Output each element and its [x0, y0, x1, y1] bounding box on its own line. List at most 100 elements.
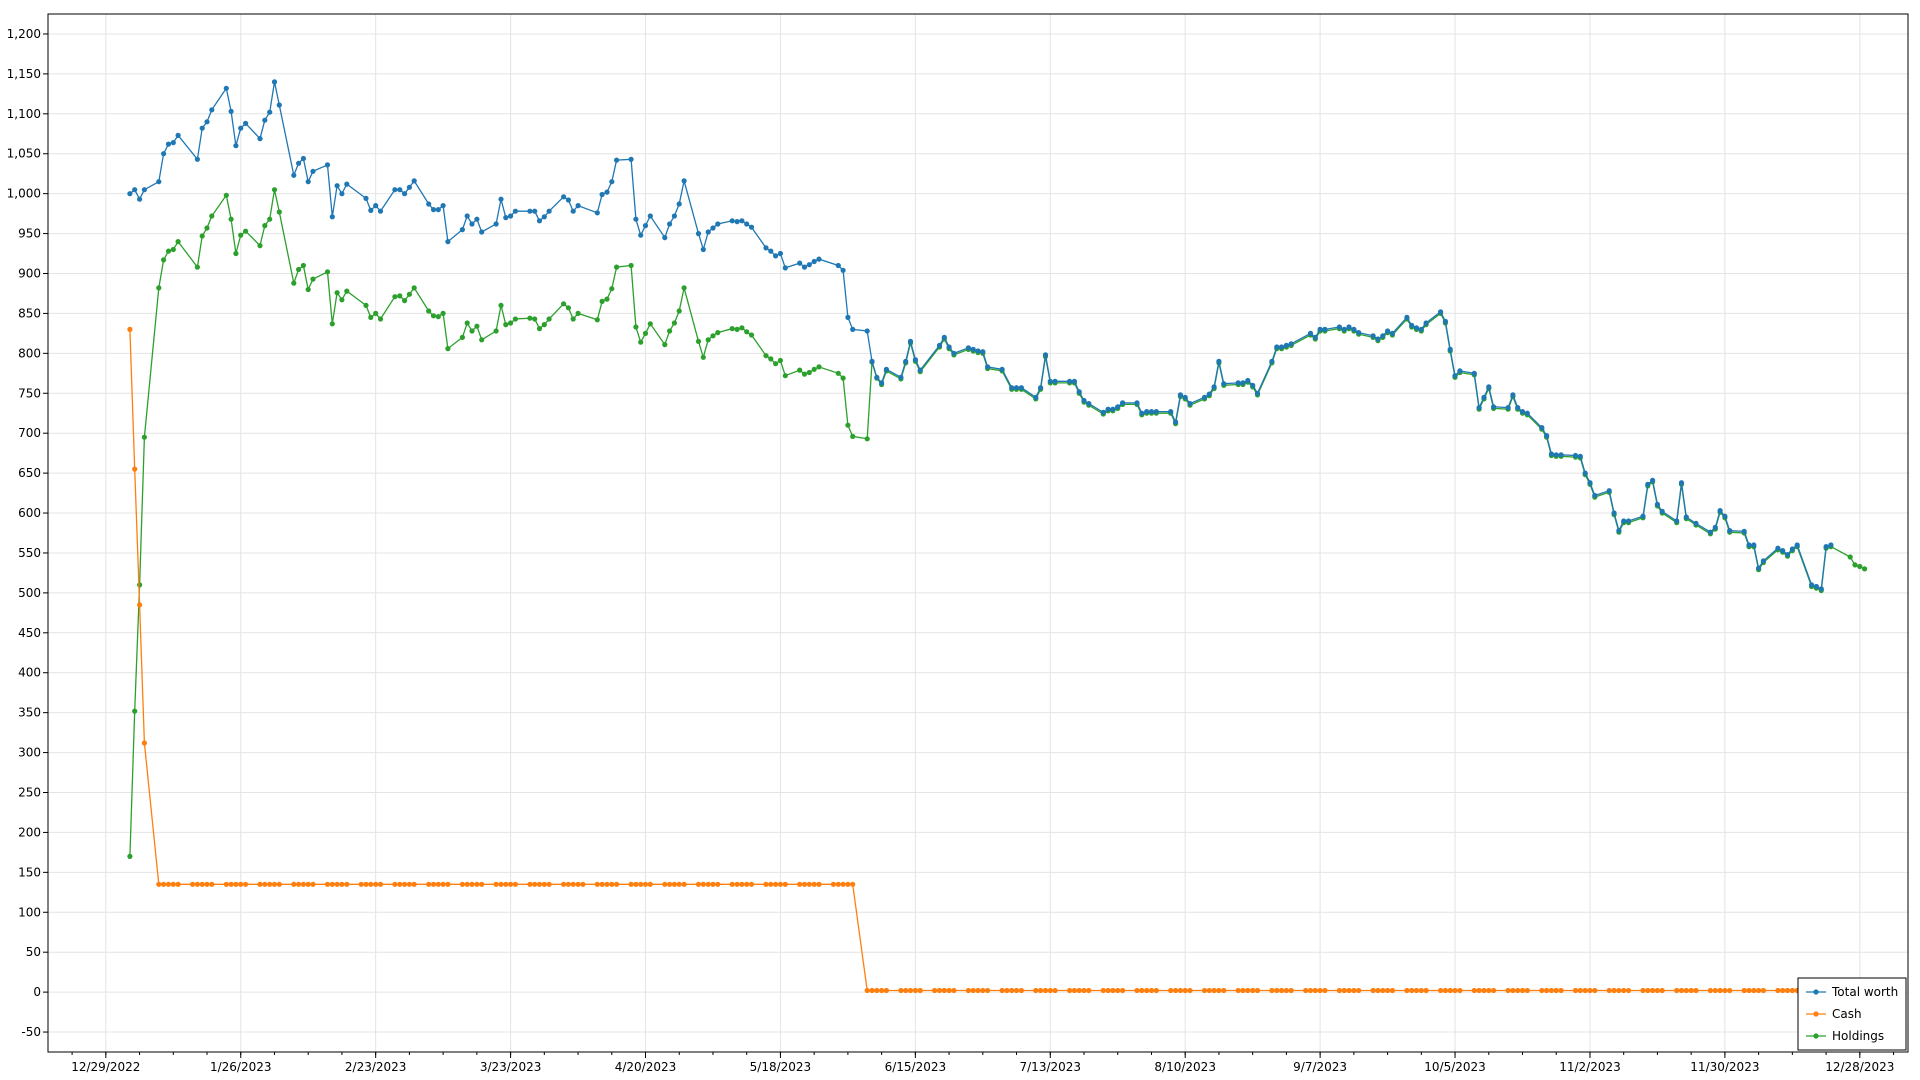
data-point-total-worth [1727, 528, 1733, 534]
data-point-total-worth [1515, 405, 1521, 411]
data-point-total-worth [1279, 344, 1285, 350]
data-point-total-worth [1683, 514, 1689, 520]
data-point-cash [1100, 987, 1106, 994]
data-point-holdings [662, 342, 668, 348]
data-point-holdings [445, 346, 451, 352]
data-point-cash [358, 881, 364, 887]
legend-item-holdings[interactable]: Holdings [1806, 1029, 1884, 1043]
data-point-holdings [1847, 554, 1853, 560]
data-point-total-worth [1013, 385, 1020, 391]
data-point-cash [681, 881, 687, 887]
data-point-cash [1356, 987, 1362, 994]
data-point-total-worth [614, 157, 620, 163]
data-point-cash [1611, 987, 1617, 994]
data-point-cash [1510, 987, 1516, 994]
data-point-cash [1018, 987, 1024, 994]
data-point-cash [1457, 987, 1463, 994]
series-cash [127, 326, 1868, 994]
data-point-total-worth [137, 196, 143, 202]
data-point-total-worth [1235, 380, 1241, 386]
data-point-total-worth [763, 245, 769, 251]
data-point-cash [1375, 987, 1381, 994]
data-point-cash [1047, 987, 1053, 994]
data-point-holdings [469, 328, 475, 334]
data-point-total-worth [1539, 425, 1545, 431]
data-point-total-worth [903, 358, 909, 364]
data-point-holdings [426, 308, 432, 314]
data-point-cash [296, 881, 302, 887]
data-point-total-worth [1341, 326, 1347, 332]
data-point-total-worth [1650, 477, 1656, 483]
data-point-total-worth [1250, 382, 1256, 388]
data-point-cash [406, 881, 412, 887]
data-point-total-worth [729, 218, 735, 224]
data-point-holdings [816, 364, 822, 370]
y-tick-label: 1,200 [7, 27, 41, 41]
data-point-total-worth [1751, 542, 1757, 548]
data-point-cash [498, 881, 504, 887]
data-point-cash [1004, 987, 1010, 994]
data-point-total-worth [561, 194, 567, 200]
data-point-holdings [763, 353, 769, 359]
data-point-cash [276, 881, 282, 887]
data-point-cash [1775, 987, 1781, 994]
x-tick-label: 12/28/2023 [1825, 1060, 1894, 1074]
data-point-cash [1211, 987, 1217, 994]
data-point-cash [243, 881, 249, 887]
data-point-holdings [291, 280, 297, 286]
y-tick-label: 650 [18, 466, 41, 480]
data-point-total-worth [970, 346, 976, 352]
data-point-cash [999, 987, 1005, 994]
data-point-cash [127, 326, 133, 332]
data-point-total-worth [1712, 524, 1718, 531]
data-point-cash [864, 987, 870, 994]
data-point-cash [1548, 987, 1554, 994]
data-point-cash [782, 881, 788, 887]
data-point-total-worth [1081, 397, 1087, 404]
data-point-total-worth [1447, 346, 1453, 352]
data-point-total-worth [907, 338, 914, 344]
data-point-cash [980, 987, 986, 994]
data-point-total-worth [262, 117, 268, 123]
data-point-cash [137, 602, 143, 608]
data-point-total-worth [1505, 405, 1511, 411]
data-point-cash [1081, 987, 1087, 994]
data-point-cash [1418, 987, 1424, 994]
data-point-total-worth [840, 267, 846, 273]
data-point-cash [156, 881, 162, 887]
data-point-total-worth [1018, 385, 1024, 391]
data-point-cash [840, 881, 846, 887]
data-point-cash [1240, 987, 1246, 994]
data-point-cash [715, 881, 721, 887]
data-point-holdings [479, 337, 485, 343]
data-point-cash [305, 881, 311, 887]
data-point-holdings [609, 286, 615, 292]
data-point-cash [1341, 987, 1347, 994]
data-point-holdings [257, 243, 263, 249]
data-point-total-worth [1187, 401, 1193, 407]
data-point-cash [561, 881, 567, 887]
data-point-total-worth [898, 374, 904, 380]
data-point-cash [1693, 987, 1699, 994]
legend[interactable]: Total worth Cash Holdings [1797, 977, 1907, 1051]
data-point-total-worth [1794, 542, 1800, 548]
data-point-cash [1385, 987, 1391, 994]
data-point-holdings [1852, 562, 1858, 568]
data-point-total-worth [1423, 320, 1429, 326]
data-point-cash [373, 881, 379, 887]
data-point-total-worth [1625, 518, 1632, 524]
data-point-cash [1254, 987, 1261, 994]
x-tick-label: 9/7/2023 [1293, 1060, 1347, 1074]
data-point-holdings [734, 326, 740, 332]
data-point-total-worth [1317, 326, 1323, 332]
data-point-cash [190, 881, 196, 887]
data-point-total-worth [1678, 480, 1685, 486]
y-tick-label: 950 [18, 227, 41, 241]
legend-item-cash[interactable]: Cash [1806, 1007, 1862, 1021]
legend-item-total-worth[interactable]: Total worth [1806, 985, 1898, 999]
data-point-total-worth [1370, 333, 1376, 339]
data-point-total-worth [1616, 528, 1622, 534]
data-point-cash [1120, 987, 1126, 994]
data-point-holdings [681, 285, 687, 291]
data-point-holdings [570, 316, 576, 322]
